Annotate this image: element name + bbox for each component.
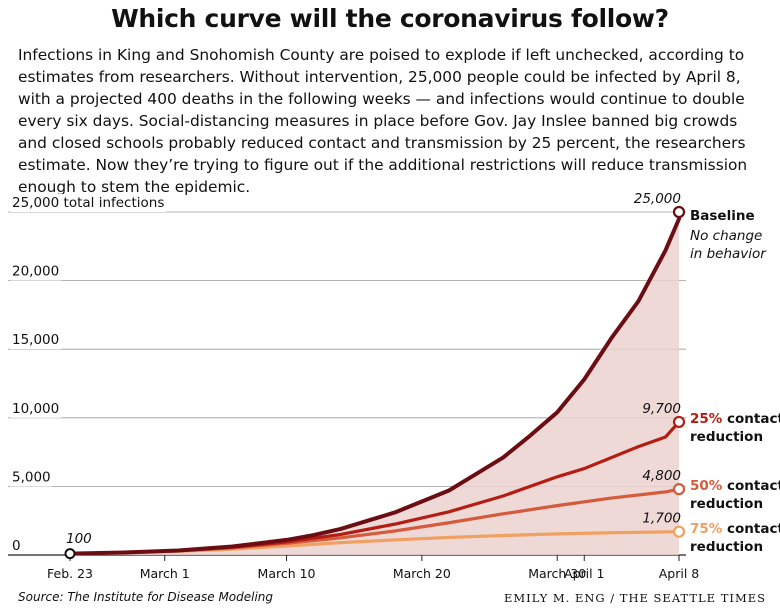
series-subtitle: in behavior [690,246,767,262]
series-label-rest: contact [722,411,780,427]
y-tick-label-backing [10,468,53,487]
series-label: 25% contact [690,411,780,427]
series-subtitle: No change [690,228,762,244]
series-label-rest: contact [722,478,780,494]
series-label-percent: 75% [690,521,723,537]
series-label-percent: 50% [690,478,723,494]
start-marker [64,548,76,560]
y-tick-label-backing [10,399,62,418]
y-tick-label-backing [10,331,62,350]
y-tick-label: 10,000 [12,401,59,417]
x-tick-label: March 10 [258,566,316,581]
series-end-value: 25,000 [634,191,681,207]
series-end-marker [672,415,686,429]
y-tick-label: 20,000 [12,264,59,280]
series-label-percent: 25% [690,411,723,427]
x-tick-label: April 8 [659,566,700,581]
series-end-value: 4,800 [642,468,681,484]
series-end-marker [672,483,686,496]
series-label: Baseline [690,208,755,224]
x-tick-label: March 30 [528,566,586,581]
intro-text: Infections in King and Snohomish County … [18,46,748,196]
page-title: Which curve will the coronavirus follow? [111,4,669,33]
y-tick-label-backing [10,262,62,281]
series-label: 75% contact [690,521,780,537]
x-tick-label: March 1 [140,566,190,581]
series-label-line2: reduction [690,539,763,555]
baseline-area [70,218,679,556]
series-label: 50% contact [690,478,780,494]
series-end-value: 9,700 [642,401,681,417]
series-end-marker [672,205,686,219]
series-end-value: 1,700 [642,511,681,527]
y-tick-label: 15,000 [12,332,59,348]
series-label-line2: reduction [690,429,763,445]
y-tick-label: 5,000 [12,469,51,485]
series-end-marker [672,525,686,538]
y-tick-label: 0 [12,538,21,554]
y-tick-label: 25,000 total infections [12,195,164,211]
x-tick-label: Feb. 23 [47,566,93,581]
start-value-label: 100 [66,531,92,547]
x-tick-label: March 20 [393,566,451,581]
series-label-rest: contact [722,521,780,537]
x-tick-label: April 1 [564,566,605,581]
credit-line: EMILY M. ENG / THE SEATTLE TIMES [504,591,766,605]
y-tick-label-backing [10,194,167,212]
source-note: Source: The Institute for Disease Modeli… [18,590,274,604]
series-line [68,216,681,556]
series-label-line2: reduction [690,496,763,512]
